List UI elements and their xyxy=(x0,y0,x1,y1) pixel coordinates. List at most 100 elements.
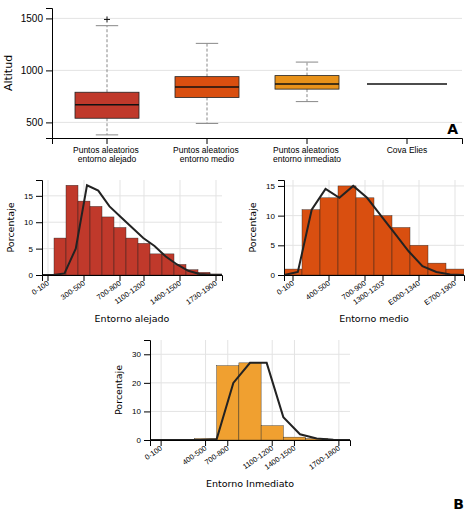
y-tick: 30 xyxy=(132,350,150,359)
curve xyxy=(42,185,222,275)
median xyxy=(275,83,339,85)
panel-label: B xyxy=(453,496,464,512)
y-axis: 500 1000 1500 xyxy=(21,9,53,139)
bar xyxy=(114,228,126,276)
x-tick-label: 0-100 xyxy=(275,279,296,297)
x-tick-mark xyxy=(383,275,384,281)
marks xyxy=(75,16,447,134)
y-tick-mark xyxy=(278,245,284,246)
y-tick-mark xyxy=(278,186,284,187)
grid-line xyxy=(48,180,49,275)
x-tick: 0-100 xyxy=(275,275,296,297)
y-axis-line xyxy=(144,341,151,441)
y-tick-mark xyxy=(46,122,52,123)
bar xyxy=(102,217,114,275)
figure: 500 1000 1500 Puntos aleatorios entorno ale… xyxy=(0,0,474,515)
bar xyxy=(138,243,150,275)
x-tick: 400-500 xyxy=(304,275,332,302)
bar xyxy=(338,186,356,275)
x-tick: 0-100 xyxy=(143,440,164,462)
y-tick-mark xyxy=(144,440,150,441)
x-axis-title: Entorno alejado xyxy=(95,313,170,324)
whisker xyxy=(307,89,308,101)
y-tick: 0 xyxy=(137,436,150,445)
y-axis-title: Porcentaje xyxy=(113,365,124,415)
tick-label-line: entorno medio xyxy=(180,154,235,164)
x-tick-mark xyxy=(272,440,273,446)
grid-line xyxy=(294,340,295,440)
bar-panel: 01020300-100400-500700-8001100-12001400-… xyxy=(113,340,351,489)
y-tick: 10 xyxy=(24,218,42,227)
y-tick-label: 500 xyxy=(26,117,43,128)
x-tick: 1400-1500 xyxy=(263,440,298,472)
y-tick-mark xyxy=(278,275,284,276)
x-axis: 0-100300-500700-8001100-12001400-1500173… xyxy=(30,275,223,307)
y-tick-mark xyxy=(46,70,52,71)
panel-label: A xyxy=(447,121,458,137)
x-tick-mark xyxy=(227,440,228,446)
x-tick: 1100-1200 xyxy=(113,275,147,306)
x-tick-label: Puntos aleatorios entorno medio xyxy=(173,145,241,164)
bar xyxy=(320,198,338,275)
y-tick-label: 1000 xyxy=(21,65,44,76)
whisker-cap xyxy=(96,134,118,135)
whisker xyxy=(307,62,308,76)
y-tick-mark xyxy=(36,275,42,276)
y-axis-title: Porcentaje xyxy=(247,202,258,252)
curve xyxy=(150,363,350,440)
grid-line xyxy=(338,340,339,440)
x-tick-mark xyxy=(455,275,456,281)
grid-line xyxy=(216,180,217,275)
x-axis: Puntos aleatorios entorno alejado Puntos … xyxy=(53,138,463,164)
median xyxy=(175,86,239,88)
y-axis-line xyxy=(278,181,285,276)
x-tick-label: Cova Elies xyxy=(387,145,428,155)
x-tick-mark xyxy=(307,138,308,144)
grid-line xyxy=(150,354,350,355)
y-axis-title: Altitud xyxy=(2,55,15,91)
x-tick-label: 1730-1900 xyxy=(184,279,219,307)
x-axis-title: Entorno Inmediato xyxy=(206,478,294,489)
x-tick: 1400-1500 xyxy=(148,275,183,307)
tick-label-line: entorno alejado xyxy=(78,154,137,164)
x-axis: 0-100400-500700-9001300-1203E000-1340E70… xyxy=(275,275,465,307)
x-tick-label: Puntos aleatorios entorno inmediato xyxy=(273,145,341,164)
bar xyxy=(126,238,138,275)
x-tick-mark xyxy=(84,275,85,281)
grid xyxy=(293,180,455,275)
whisker-cap xyxy=(96,25,118,26)
x-tick-mark xyxy=(120,275,121,281)
x-tick-label: 0-100 xyxy=(143,444,164,462)
whisker xyxy=(207,97,208,123)
box xyxy=(275,76,339,90)
value-line xyxy=(367,83,447,85)
grid-line xyxy=(52,18,462,19)
x-tick: E700-1900 xyxy=(423,275,458,307)
box xyxy=(175,77,239,98)
x-tick: Puntos aleatorios entorno medio xyxy=(173,138,241,164)
x-tick-label: E000-1340 xyxy=(387,279,422,307)
flier xyxy=(104,16,110,22)
x-tick: Puntos aleatorios entorno inmediato xyxy=(273,138,341,164)
tick-label-line: Cova Elies xyxy=(387,145,428,155)
x-tick: 300-500 xyxy=(59,275,87,302)
x-tick-mark xyxy=(144,275,145,281)
y-axis-title: Porcentaje xyxy=(5,202,16,252)
y-tick: 1000 xyxy=(21,65,52,76)
y-tick-label: 0 xyxy=(137,436,142,445)
x-tick: E000-1340 xyxy=(387,275,422,307)
chart-container: 500 1000 1500 Puntos aleatorios entorno ale… xyxy=(0,0,474,515)
x-tick: Puntos aleatorios entorno alejado xyxy=(73,138,141,164)
bar xyxy=(239,363,261,440)
x-tick: 0-100 xyxy=(30,275,51,297)
x-tick-label: 400-500 xyxy=(181,444,209,467)
y-tick-mark xyxy=(46,18,52,19)
y-tick: 1500 xyxy=(21,13,52,24)
x-tick-mark xyxy=(107,138,108,144)
x-tick-mark xyxy=(293,275,294,281)
y-tick-mark xyxy=(278,216,284,217)
grid-line xyxy=(205,340,206,440)
y-tick-mark xyxy=(36,249,42,250)
x-axis-line xyxy=(285,276,465,282)
x-tick: 1700-1800 xyxy=(307,440,342,472)
